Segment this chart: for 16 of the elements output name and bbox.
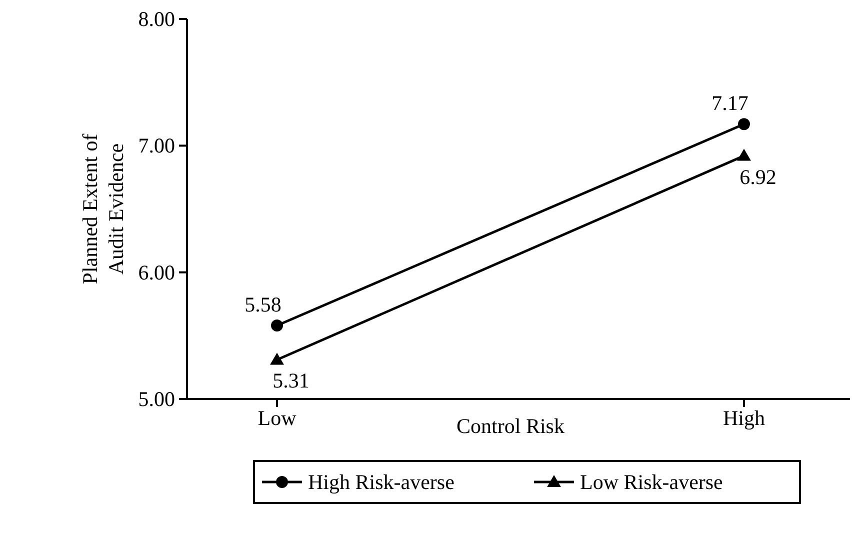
y-tick-label: 7.00 [138, 134, 175, 158]
legend-label: High Risk-averse [308, 470, 454, 494]
point [738, 118, 750, 130]
y-tick-label: 6.00 [138, 260, 175, 284]
data-label: 5.31 [272, 368, 310, 393]
point [271, 320, 283, 332]
data-label: 5.58 [244, 292, 282, 317]
data-label: 6.92 [740, 164, 776, 189]
y-tick-label: 8.00 [138, 7, 175, 31]
x-tick-label: Low [258, 406, 298, 430]
y-tick-label: 5.00 [138, 387, 175, 411]
x-axis-title: Control Risk [456, 414, 565, 438]
y-axis-title: Planned Extent of Audit Evidence [78, 134, 128, 284]
data-label: 7.17 [712, 91, 748, 116]
legend-label: Low Risk-averse [580, 470, 723, 494]
x-tick-label: High [723, 406, 766, 430]
